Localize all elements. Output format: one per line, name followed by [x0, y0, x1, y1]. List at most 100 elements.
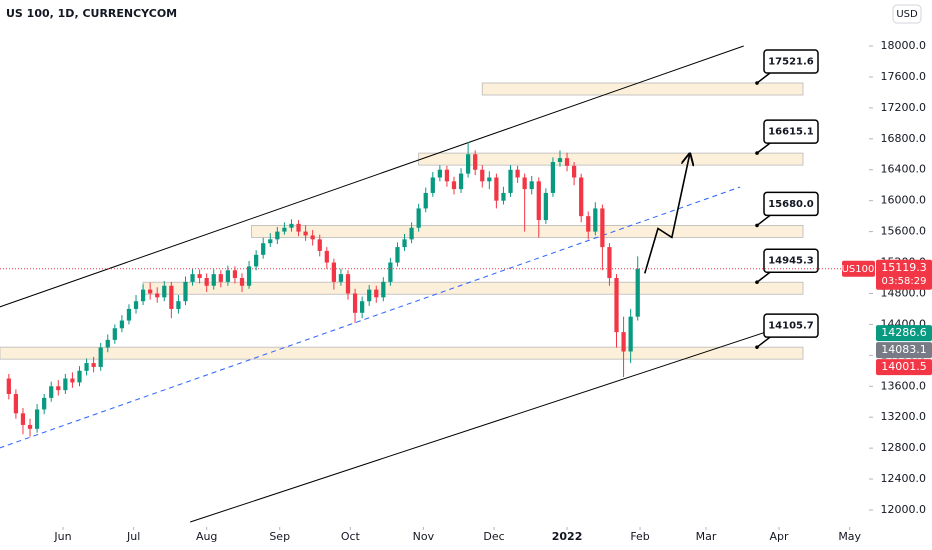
candle-body: [112, 328, 117, 340]
candle-body: [522, 177, 527, 190]
candle-body: [289, 223, 294, 228]
price-tag-label: 14286.6: [881, 326, 927, 339]
candle-body: [466, 154, 471, 174]
candle-body: [162, 285, 167, 298]
candle-body: [84, 363, 89, 371]
candle-body: [296, 223, 301, 232]
price-tag: [876, 342, 932, 359]
candle-body: [303, 231, 308, 236]
y-tick-label: 16800.0: [881, 132, 927, 145]
y-tick-label: 13200.0: [881, 410, 927, 423]
candle-body: [374, 289, 379, 298]
candle-body: [27, 424, 33, 429]
candle-body: [621, 332, 626, 352]
callout-label: 16615.1: [768, 127, 814, 138]
candle-body: [501, 192, 506, 201]
candle-body: [480, 169, 485, 182]
candle-body: [444, 169, 450, 182]
price-tag: [876, 359, 932, 376]
candle-body: [34, 409, 40, 429]
candle-body: [49, 386, 54, 398]
callout-label: 14945.3: [768, 256, 814, 267]
candle-body: [508, 169, 513, 193]
currency: USD: [896, 9, 918, 20]
candle-body: [571, 165, 577, 178]
trend-line: [190, 329, 773, 523]
price-tag: [876, 325, 932, 342]
candle-body: [593, 208, 598, 232]
candle-body: [324, 250, 329, 263]
candle-body: [423, 192, 428, 209]
candle-body: [239, 278, 245, 286]
candle-body: [133, 301, 139, 309]
candle-body: [381, 281, 386, 298]
y-tick-label: 12400.0: [881, 472, 927, 485]
candle-body: [416, 208, 421, 228]
candle-body: [550, 162, 556, 193]
candle-body: [204, 278, 209, 286]
candle-body: [430, 177, 435, 193]
candle-body: [360, 301, 365, 313]
symbol-tag: [842, 260, 875, 277]
candle-body: [388, 262, 393, 282]
candle-body: [190, 274, 195, 282]
candle-body: [254, 254, 259, 267]
candle-body: [557, 158, 563, 163]
x-tick-label: Apr: [770, 530, 790, 543]
callout-box: [763, 313, 819, 338]
callout-label: 15680.0: [768, 199, 814, 210]
callout-label: 17521.6: [768, 57, 814, 68]
currency-box[interactable]: [892, 4, 922, 24]
candle-body: [275, 231, 280, 240]
price-tag-label: 14001.5: [881, 360, 927, 373]
y-tick-label: 16400.0: [881, 163, 927, 176]
candle-body: [91, 363, 96, 367]
x-tick-label: May: [838, 530, 861, 543]
x-tick-label: Dec: [483, 530, 504, 543]
candle-body: [261, 243, 266, 255]
candle-body: [105, 339, 110, 348]
candle-body: [232, 270, 238, 279]
x-tick-label: Jun: [53, 530, 71, 543]
callout-box: [763, 119, 819, 144]
candle-body: [119, 320, 125, 329]
candle-body: [543, 192, 548, 221]
callout-pointer: [756, 271, 771, 283]
x-tick-label: Mar: [696, 530, 717, 543]
candle-body: [338, 274, 344, 282]
candle-body: [579, 177, 584, 217]
candle-body: [402, 239, 407, 248]
y-tick-label: 12800.0: [881, 441, 927, 454]
candle-body: [218, 274, 223, 282]
candle-body: [494, 177, 499, 201]
candle-body: [458, 173, 464, 190]
candle-body: [148, 289, 153, 294]
candle-body: [20, 413, 26, 425]
candle-body: [607, 247, 612, 279]
zone: [251, 225, 804, 238]
candle-body: [169, 285, 174, 309]
candle-body: [331, 262, 336, 282]
candle-body: [42, 397, 47, 410]
candle-body: [317, 239, 322, 251]
candle-body: [310, 235, 315, 240]
candle-body: [140, 289, 146, 302]
y-tick-label: 12000.0: [881, 503, 927, 516]
x-tick-label: Nov: [413, 530, 435, 543]
callout-box: [763, 248, 819, 273]
candle-body: [600, 208, 605, 248]
candle-body: [586, 216, 591, 232]
candle-body: [126, 308, 132, 321]
x-tick-label: Aug: [196, 530, 217, 543]
candle-body: [197, 274, 202, 279]
callout-pointer: [756, 72, 771, 84]
candle-body: [515, 169, 520, 178]
x-tick-label: Jul: [126, 530, 140, 543]
trend-line: [0, 45, 744, 308]
candle-body: [176, 301, 181, 309]
y-tick-label: 18000.0: [881, 39, 927, 52]
candle-body: [211, 274, 216, 286]
candle-body: [56, 386, 61, 391]
zone: [418, 152, 804, 166]
candle-body: [345, 274, 351, 294]
